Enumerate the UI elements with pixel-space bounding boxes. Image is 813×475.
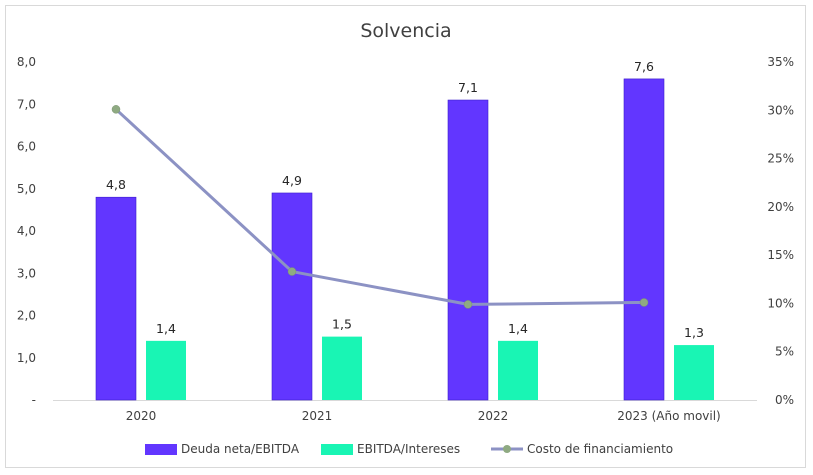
left-tick-label: 1,0: [17, 351, 36, 365]
line-point: [463, 300, 473, 309]
legend-swatch: [321, 444, 353, 455]
data-label: 7,1: [458, 80, 478, 95]
right-tick-label: 0%: [775, 393, 794, 407]
chart-title: Solvencia: [360, 20, 451, 42]
left-tick-label: 6,0: [17, 140, 36, 154]
bar: [322, 336, 362, 400]
line-point: [639, 298, 649, 307]
left-tick-label: 7,0: [17, 97, 36, 111]
x-tick-label: 2020: [126, 409, 157, 423]
data-label: 1,5: [332, 317, 352, 332]
left-tick-label: 2,0: [17, 309, 36, 323]
legend-label: Costo de financiamiento: [527, 442, 673, 456]
bar: [498, 340, 538, 400]
bar: [674, 345, 714, 400]
x-axis: 2020 2021 2022 2023 (Año movil): [126, 409, 721, 423]
left-tick-label: 4,0: [17, 224, 36, 238]
right-tick-label: 20%: [767, 200, 794, 214]
data-label: 1,4: [508, 321, 528, 336]
chart-frame: [5, 5, 806, 468]
right-axis: 0% 5% 10% 15% 20% 25% 30% 35%: [767, 55, 794, 407]
data-label: 7,6: [634, 59, 654, 74]
line-series: [114, 108, 645, 306]
line-point: [111, 105, 121, 114]
plot-area: 4,8 4,9 7,1 7,6 1,4 1,5 1,4 1,3: [53, 59, 757, 401]
left-tick-label: 8,0: [17, 55, 36, 69]
data-label: 1,3: [684, 325, 704, 340]
right-tick-label: 25%: [767, 152, 794, 166]
legend-marker: [503, 445, 511, 453]
right-tick-label: 15%: [767, 248, 794, 262]
legend-label: EBITDA/Intereses: [357, 442, 460, 456]
bar: [271, 192, 313, 401]
left-tick-label: 3,0: [17, 266, 36, 280]
bar: [146, 340, 186, 400]
data-label: 1,4: [156, 321, 176, 336]
x-tick-label: 2022: [478, 409, 509, 423]
right-tick-label: 30%: [767, 103, 794, 117]
right-tick-label: 10%: [767, 296, 794, 310]
data-label: 4,9: [282, 173, 302, 188]
right-tick-label: 5%: [775, 345, 794, 359]
left-tick-label: 5,0: [17, 182, 36, 196]
bar: [447, 99, 489, 401]
left-tick-label: -: [32, 393, 36, 407]
data-label: 4,8: [106, 177, 126, 192]
legend: Deuda neta/EBITDA EBITDA/Intereses Costo d…: [145, 442, 673, 456]
legend-label: Deuda neta/EBITDA: [181, 442, 300, 456]
line-point: [287, 267, 297, 276]
x-tick-label: 2021: [302, 409, 333, 423]
right-tick-label: 35%: [767, 55, 794, 69]
bar: [95, 196, 137, 401]
bar: [623, 78, 665, 401]
legend-swatch: [145, 444, 177, 455]
x-tick-label: 2023 (Año movil): [617, 409, 721, 423]
left-axis: - 1,0 2,0 3,0 4,0 5,0 6,0 7,0 8,0: [17, 55, 36, 407]
